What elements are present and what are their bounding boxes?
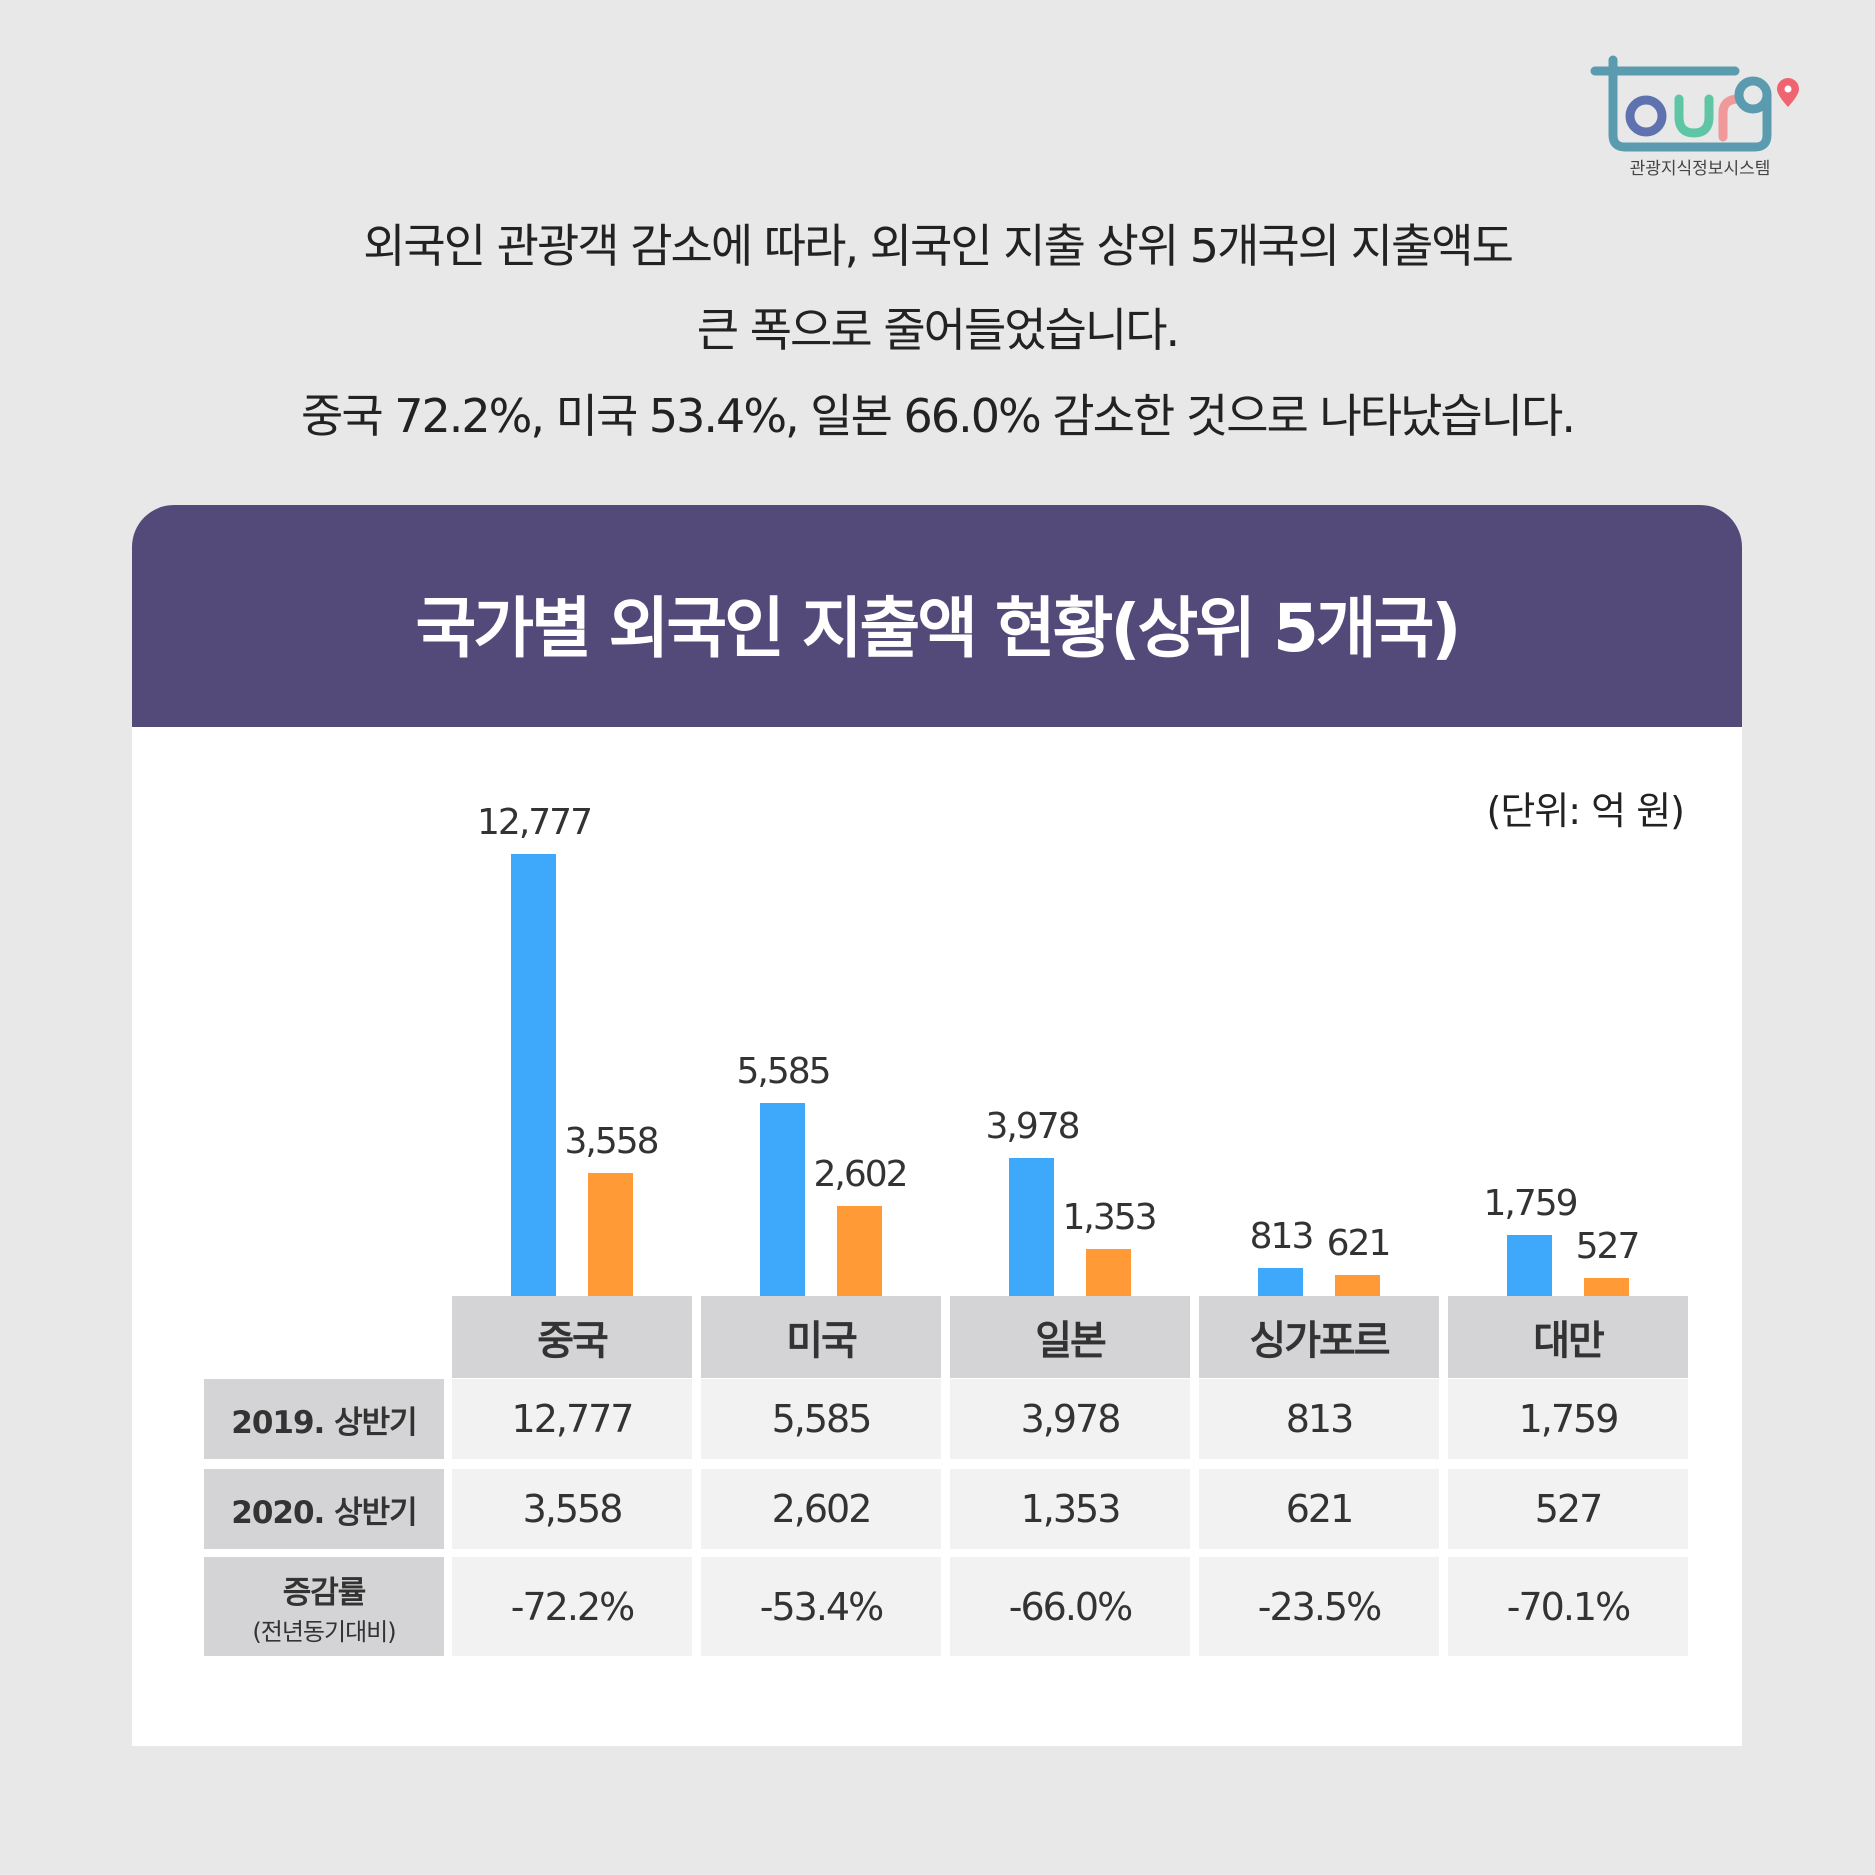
table-cell: 527: [1448, 1469, 1688, 1549]
table-cell: -23.5%: [1199, 1557, 1439, 1656]
bar-value-label: 621: [1326, 1222, 1392, 1264]
table-cell: 2,602: [701, 1469, 941, 1549]
logo-subtitle: 관광지식정보시스템: [1629, 159, 1771, 179]
bar-value-label: 12,777: [477, 802, 593, 843]
bar-2019: [1009, 1158, 1054, 1296]
table-cell: -72.2%: [452, 1557, 692, 1656]
card-header: 국가별 외국인 지출액 현황(상위 5개국): [132, 505, 1742, 727]
bar-value-label: 3,978: [985, 1106, 1080, 1148]
bar-value-label: 2,602: [813, 1153, 908, 1195]
table-cell: 1,759: [1448, 1379, 1688, 1459]
tourg-logo: [1590, 55, 1799, 152]
row-label: 2020. 상반기: [204, 1469, 444, 1549]
bar-2020: [1086, 1249, 1131, 1296]
bar-value-label: 1,353: [1062, 1197, 1157, 1239]
table-cell: 3,558: [452, 1469, 692, 1549]
table-cell: 813: [1199, 1379, 1439, 1459]
unit-label: (단위: 억 원): [1486, 789, 1685, 833]
table-cell: 5,585: [701, 1379, 941, 1459]
bar-value-label: 527: [1575, 1225, 1641, 1267]
row-label-text: 2020. 상반기: [231, 1494, 417, 1531]
category-header: 싱가포르: [1199, 1296, 1439, 1378]
table-cell: 12,777: [452, 1379, 692, 1459]
bar-value-label: 3,558: [564, 1120, 659, 1162]
bar-value-label: 813: [1249, 1215, 1315, 1257]
bar-2019: [511, 854, 556, 1296]
bar-2019: [760, 1102, 805, 1296]
bar-2020: [1584, 1277, 1629, 1296]
bar-2019: [1507, 1235, 1552, 1296]
row-label: 증감률 (전년동기대비): [204, 1557, 444, 1656]
category-header: 미국: [701, 1296, 941, 1378]
intro-line-3: 중국 72.2%, 미국 53.4%, 일본 66.0% 감소한 것으로 나타났…: [301, 389, 1576, 443]
row-sublabel: (전년동기대비): [252, 1617, 396, 1646]
bar-value-label: 5,585: [736, 1050, 831, 1092]
table-cell: 1,353: [950, 1469, 1190, 1549]
bar-2020: [1335, 1274, 1380, 1296]
bar-2020: [588, 1172, 633, 1296]
category-header: 일본: [950, 1296, 1190, 1378]
table-cell: -53.4%: [701, 1557, 941, 1656]
table-cell: -70.1%: [1448, 1557, 1688, 1656]
category-header: 중국: [452, 1296, 692, 1378]
category-header: 대만: [1448, 1296, 1688, 1378]
bar-2019: [1258, 1267, 1303, 1296]
chart-card: 국가별 외국인 지출액 현황(상위 5개국) (단위: 억 원) 12,777 3…: [132, 505, 1742, 1746]
data-table: 중국 미국 일본 싱가포르 대만 2019. 상반기 12,777 5,585 3,978 813…: [132, 505, 1742, 1746]
row-label: 2019. 상반기: [204, 1379, 444, 1459]
bar-2020: [837, 1205, 882, 1296]
table-cell: 621: [1199, 1469, 1439, 1549]
intro-line-2: 큰 폭으로 줄어들었습니다.: [696, 303, 1180, 357]
chart-title: 국가별 외국인 지출액 현황(상위 5개국): [415, 590, 1462, 667]
table-cell: -66.0%: [950, 1557, 1190, 1656]
bar-value-label: 1,759: [1483, 1183, 1578, 1225]
table-cell: 3,978: [950, 1379, 1190, 1459]
intro-line-1: 외국인 관광객 감소에 따라, 외국인 지출 상위 5개국의 지출액도: [363, 219, 1514, 273]
row-label-text: 증감률: [282, 1574, 367, 1611]
bar-plot: 12,777 3,558 5,585 2,602 3,978 1,353 813 621 1,7…: [132, 505, 1742, 1746]
row-label-text: 2019. 상반기: [231, 1404, 417, 1441]
